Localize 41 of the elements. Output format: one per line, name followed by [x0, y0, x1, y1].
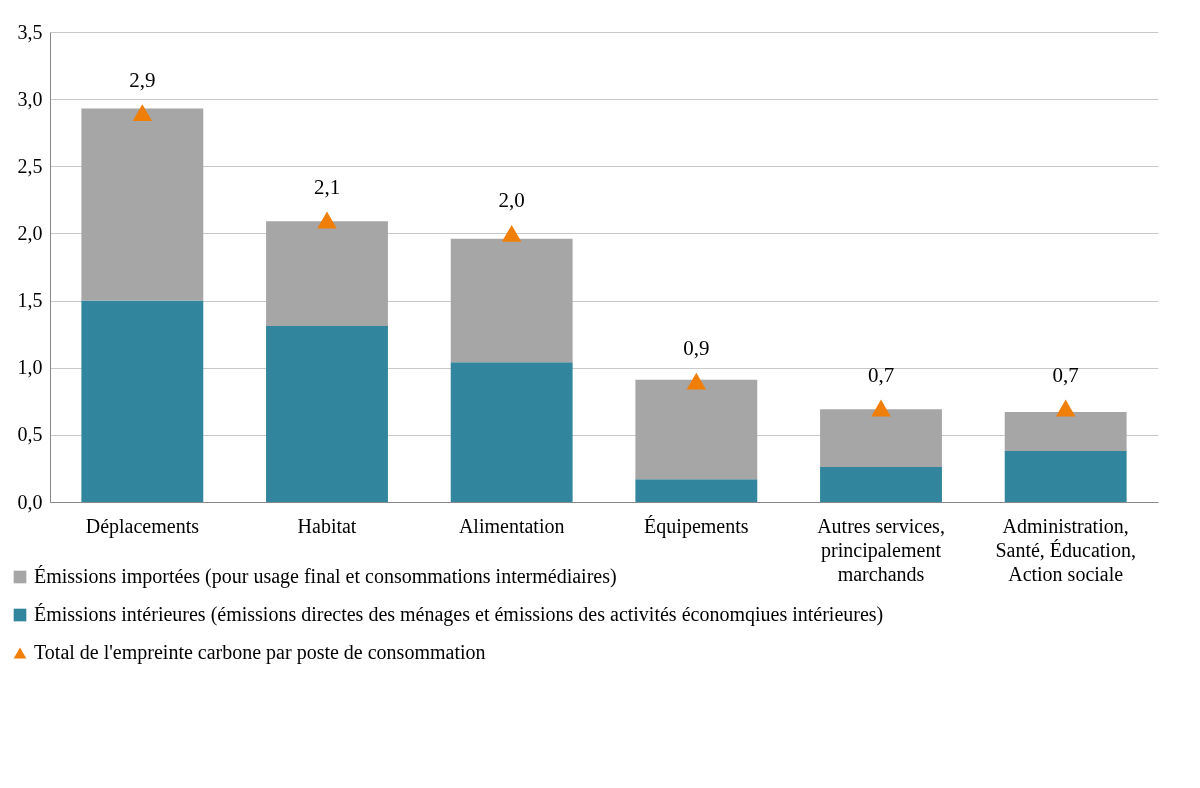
- legend-label: Émissions importées (pour usage final et consommations intermédiaires): [34, 565, 617, 588]
- y-tick-label: 3,5: [17, 20, 43, 43]
- y-tick-label: 3,0: [17, 87, 43, 110]
- y-tick-label: 1,0: [17, 356, 43, 379]
- bar: [450, 238, 573, 363]
- x-tick-label: Déplacements: [85, 514, 200, 538]
- bar: [266, 221, 388, 327]
- point: [686, 372, 707, 390]
- bar: [1004, 412, 1127, 451]
- bar: [820, 467, 942, 502]
- x-tick-label: Alimentation: [458, 514, 565, 537]
- bar: [1004, 450, 1127, 502]
- bar: [450, 362, 573, 502]
- data-label: 2,1: [313, 175, 341, 199]
- data-label: 2,0: [498, 188, 525, 213]
- data-label: 0,7: [1052, 363, 1079, 387]
- x-tick-label: Administration, Santé, Éducation, Action sociale: [995, 514, 1136, 585]
- data-label: 2,9: [129, 67, 156, 92]
- y-tick-label: 1,5: [17, 289, 43, 312]
- bar: [266, 326, 388, 502]
- point: [501, 224, 522, 242]
- data-label: 0,9: [683, 336, 710, 361]
- x-tick-label: Autres services, principalement marchands: [817, 514, 945, 585]
- y-tick-label: 0,5: [17, 423, 43, 446]
- bar: [81, 108, 204, 301]
- point: [132, 104, 153, 122]
- y-tick-label: 0,0: [17, 490, 43, 513]
- point: [1055, 399, 1076, 417]
- bar: [635, 479, 758, 502]
- bar: [820, 409, 942, 468]
- bar: [81, 300, 204, 502]
- x-tick-label: Habitat: [297, 514, 357, 537]
- point: [871, 399, 891, 417]
- legend-label: Émissions intérieures (émissions directes des ménages et émissions des activités économqiues intérieures): [34, 603, 884, 626]
- x-tick-label: Équipements: [644, 514, 749, 538]
- point: [317, 211, 337, 229]
- bar: [635, 379, 758, 480]
- y-tick-label: 2,0: [17, 221, 43, 244]
- legend-label: Total de l'empreinte carbone par poste de consommation: [34, 641, 486, 664]
- y-tick-label: 2,5: [17, 154, 43, 177]
- data-label: 0,7: [867, 363, 895, 387]
